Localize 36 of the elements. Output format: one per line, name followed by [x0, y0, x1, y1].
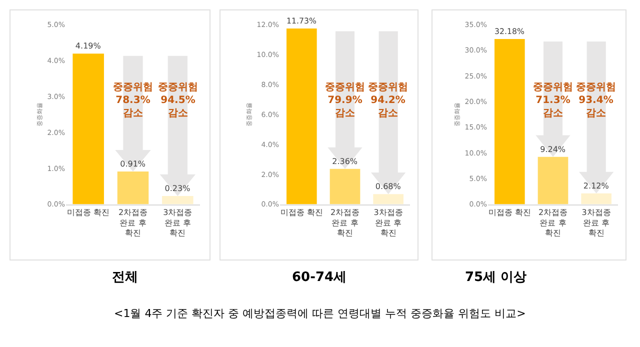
- data-label: 4.19%: [75, 42, 102, 51]
- bar: [286, 28, 317, 204]
- bar: [117, 172, 149, 204]
- annotation: 중증위험 94.5% 감소: [158, 82, 198, 119]
- text: 60-74세: [292, 270, 347, 285]
- text: 75세 이상: [465, 270, 527, 285]
- data-label: 32.18%: [494, 27, 525, 36]
- x-tick-label: 미접종 확진: [67, 208, 110, 217]
- x-tick-label: 3차접종 완료 후 확진: [582, 208, 611, 238]
- bar: [330, 168, 360, 204]
- text: <1월 4주 기준 확진자 중 예방접종력에 따른 연령대별 누적 중증화율 위험도 비교>: [114, 307, 526, 320]
- x-tick-label: 미접종 확진: [488, 208, 531, 217]
- annotation: 중증위험 71.3% 감소: [533, 82, 573, 119]
- annotation: 중증위험 94.2% 감소: [368, 82, 408, 119]
- bar: [72, 54, 104, 204]
- data-label: 2.12%: [583, 181, 610, 190]
- data-label: 9.24%: [540, 144, 566, 154]
- data-label: 0.23%: [164, 184, 191, 194]
- bar: [162, 196, 194, 204]
- x-tick-label: 미접종 확진: [280, 208, 323, 217]
- x-tick-label: 3차접종 완료 후 확진: [374, 208, 403, 238]
- data-label: 2.36%: [332, 156, 358, 166]
- x-tick-label: 3차접종 완료 후 확진: [163, 208, 192, 238]
- bar: [494, 38, 525, 204]
- data-label: 11.73%: [286, 16, 317, 26]
- bar: [373, 194, 404, 204]
- x-tick-label: 2차접종 완료 후 확진: [538, 208, 568, 238]
- annotation: 중증위험 79.9% 감소: [325, 82, 365, 119]
- data-label: 0.68%: [375, 182, 402, 192]
- text: 전체: [112, 270, 138, 285]
- data-label: 0.91%: [120, 160, 146, 169]
- annotation: 중증위험 93.4% 감소: [576, 82, 616, 119]
- x-tick-label: 2차접종 완료 후 확진: [330, 208, 360, 238]
- bar: [581, 193, 612, 204]
- annotation: 중증위험 78.3% 감소: [113, 82, 153, 119]
- x-tick-label: 2차접종 완료 후 확진: [118, 208, 148, 238]
